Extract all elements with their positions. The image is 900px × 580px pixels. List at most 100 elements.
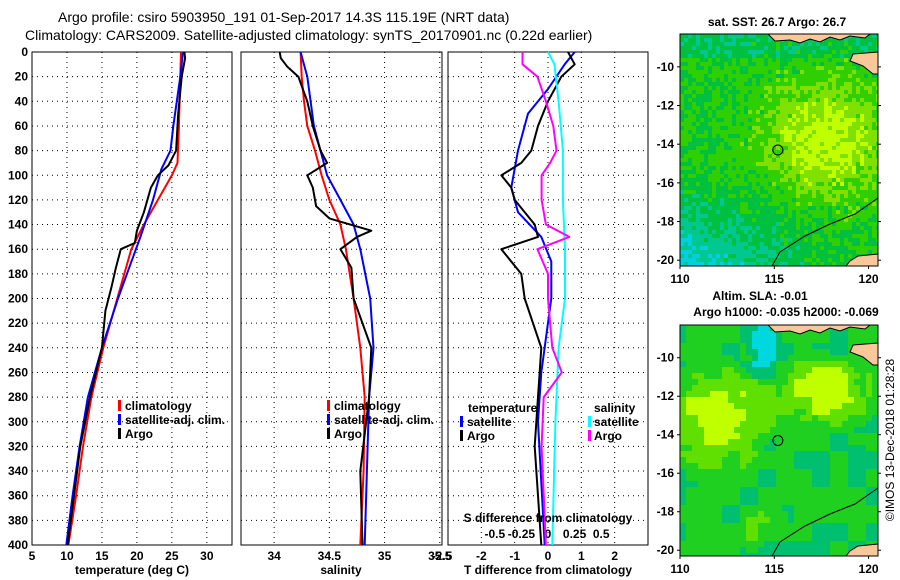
map-cell	[808, 70, 812, 74]
map-cell	[720, 182, 724, 186]
map-cell	[728, 46, 732, 50]
map-cell	[776, 505, 782, 511]
map-cell	[780, 206, 784, 210]
map-cell	[688, 230, 692, 234]
map-cell	[768, 82, 772, 86]
map-cell	[744, 138, 748, 142]
map-cell	[812, 481, 818, 487]
map-cell	[788, 162, 792, 166]
map-cell	[758, 385, 764, 391]
map-cell	[868, 106, 872, 110]
map-cell	[708, 186, 712, 190]
map-cell	[836, 242, 840, 246]
map-cell	[772, 130, 776, 134]
map-cell	[788, 421, 794, 427]
map-cell	[860, 385, 866, 391]
map-cell	[800, 190, 804, 194]
map-cell	[764, 202, 768, 206]
map-cell	[812, 337, 818, 343]
map-cell	[842, 409, 848, 415]
map-cell	[748, 198, 752, 202]
map-cell	[768, 46, 772, 50]
map-cell	[842, 439, 848, 445]
series-line-argo	[66, 51, 187, 546]
map-cell	[816, 162, 820, 166]
map-cell	[816, 230, 820, 234]
map-cell	[712, 166, 716, 170]
map-cell	[860, 234, 864, 238]
map-cell	[692, 130, 696, 134]
map-cell	[764, 529, 770, 535]
map-cell	[800, 439, 806, 445]
map-cell	[704, 110, 708, 114]
map-cell	[812, 210, 816, 214]
map-cell	[782, 487, 788, 493]
map-cell	[720, 42, 724, 46]
map-cell	[816, 114, 820, 118]
map-cell	[768, 106, 772, 110]
map-cell	[732, 222, 736, 226]
map-cell	[860, 367, 866, 373]
map-cell	[686, 523, 692, 529]
map-cell	[872, 158, 876, 162]
map-cell	[712, 170, 716, 174]
map-cell	[720, 242, 724, 246]
map-cell	[740, 397, 746, 403]
map-cell	[796, 46, 800, 50]
map-cell	[824, 138, 828, 142]
map-cell	[864, 234, 868, 238]
map-cell	[696, 122, 700, 126]
map-cell	[716, 70, 720, 74]
map-cell	[776, 174, 780, 178]
map-cell	[842, 361, 848, 367]
map-cell	[836, 379, 842, 385]
map-cell	[796, 138, 800, 142]
map-cell	[700, 150, 704, 154]
map-cell	[752, 349, 758, 355]
map-cell	[772, 262, 776, 266]
map-cell	[700, 118, 704, 122]
map-cell	[688, 154, 692, 158]
map-cell	[760, 166, 764, 170]
map-cell	[704, 122, 708, 126]
map-cell	[780, 50, 784, 54]
map-cell	[752, 373, 758, 379]
map-cell	[736, 82, 740, 86]
map-cell	[844, 158, 848, 162]
map-cell	[692, 511, 698, 517]
map-cell	[836, 433, 842, 439]
map-cell	[820, 182, 824, 186]
map-cell	[692, 218, 696, 222]
map-cell	[722, 541, 728, 547]
map-cell	[800, 487, 806, 493]
map-cell	[696, 114, 700, 118]
map-cell	[728, 234, 732, 238]
map-cell	[732, 246, 736, 250]
map-cell	[724, 178, 728, 182]
map-cell	[818, 529, 824, 535]
map-cell	[788, 391, 794, 397]
map-cell	[752, 122, 756, 126]
map-cell	[876, 222, 878, 226]
map-cell	[752, 150, 756, 154]
map-cell	[804, 182, 808, 186]
map-cell	[854, 337, 860, 343]
map-cell	[832, 238, 836, 242]
map-cell	[852, 142, 856, 146]
map-cell	[780, 54, 784, 58]
map-cell	[818, 541, 824, 547]
map-cell	[756, 150, 760, 154]
map-cell	[772, 190, 776, 194]
map-cell	[868, 242, 872, 246]
map-cell	[832, 166, 836, 170]
map-cell	[844, 178, 848, 182]
map-cell	[842, 445, 848, 451]
map-cell	[716, 182, 720, 186]
map-cell	[864, 198, 868, 202]
map-cell	[872, 529, 878, 535]
map-cell	[852, 122, 856, 126]
map-cell	[800, 82, 804, 86]
map-cell	[782, 361, 788, 367]
map-cell	[782, 343, 788, 349]
map-cell	[704, 74, 708, 78]
